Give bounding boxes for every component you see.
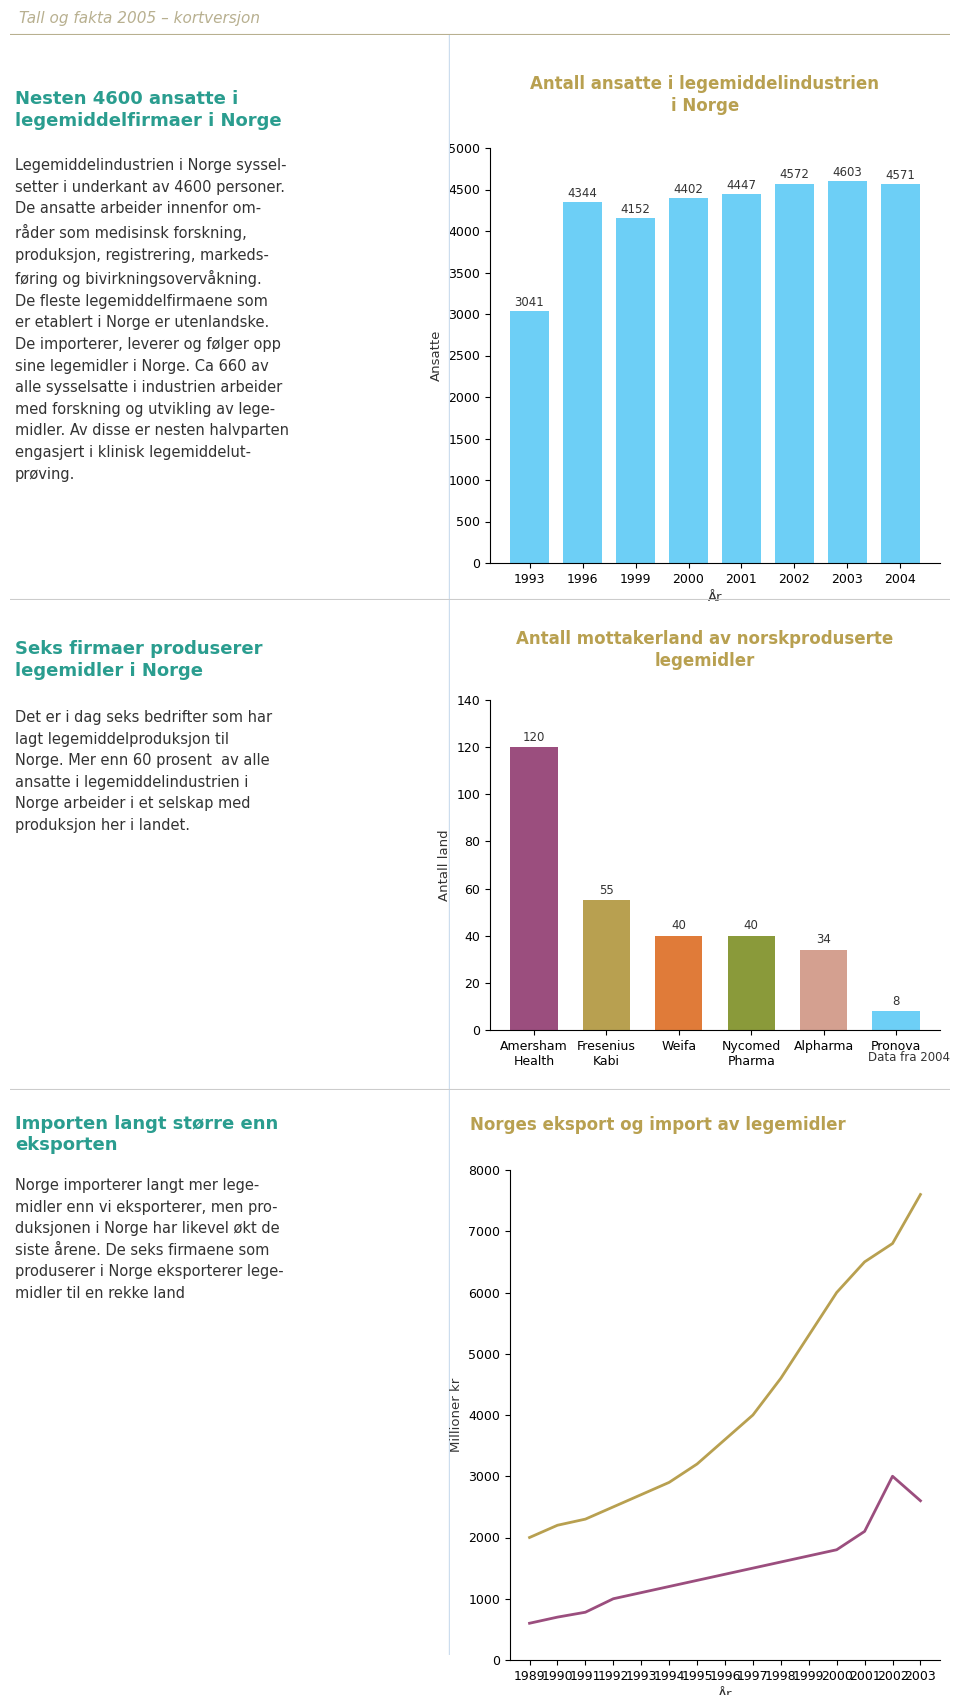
Text: Nesten 4600 ansatte i
legemiddelfirmaer i Norge: Nesten 4600 ansatte i legemiddelfirmaer … [15, 90, 281, 129]
Bar [564, 202, 602, 563]
Text: 40: 40 [671, 919, 686, 932]
Y-axis label: Antall land: Antall land [438, 829, 451, 900]
Text: Antall mottakerland av norskproduserte
legemidler: Antall mottakerland av norskproduserte l… [516, 631, 894, 670]
Bar [511, 747, 558, 1031]
Bar [511, 310, 548, 563]
Bar [723, 193, 760, 563]
Text: 3041: 3041 [515, 295, 544, 308]
Text: 55: 55 [599, 883, 613, 897]
Text: Legemiddelindustrien i Norge syssel-
setter i underkant av 4600 personer.
De ans: Legemiddelindustrien i Norge syssel- set… [15, 158, 289, 481]
Text: 8: 8 [893, 995, 900, 1007]
Text: 34: 34 [816, 934, 831, 946]
Bar [881, 183, 920, 563]
Text: Data fra 2004: Data fra 2004 [868, 1051, 950, 1064]
Text: 40: 40 [744, 919, 758, 932]
Text: 4603: 4603 [832, 166, 862, 180]
Text: 4572: 4572 [780, 168, 809, 181]
Bar [728, 936, 775, 1031]
Y-axis label: Ansatte: Ansatte [430, 331, 443, 381]
Text: Seks firmaer produserer
legemidler i Norge: Seks firmaer produserer legemidler i Nor… [15, 641, 262, 680]
Text: 120: 120 [523, 731, 545, 744]
Text: 4447: 4447 [727, 180, 756, 192]
Text: 4571: 4571 [885, 168, 916, 181]
Bar [669, 198, 708, 563]
Bar [873, 1012, 920, 1031]
X-axis label: År: År [718, 1688, 732, 1695]
Bar [800, 949, 847, 1031]
X-axis label: År: År [708, 592, 722, 605]
Text: Antall ansatte i legemiddelindustrien
i Norge: Antall ansatte i legemiddelindustrien i … [531, 75, 879, 115]
Bar [583, 900, 630, 1031]
Text: Importen langt større enn
eksporten: Importen langt større enn eksporten [15, 1115, 278, 1154]
Y-axis label: Millioner kr: Millioner kr [449, 1378, 463, 1453]
Text: Det er i dag seks bedrifter som har
lagt legemiddelproduksjon til
Norge. Mer enn: Det er i dag seks bedrifter som har lagt… [15, 710, 272, 832]
Bar [616, 219, 655, 563]
Text: Tall og fakta 2005 – kortversjon: Tall og fakta 2005 – kortversjon [19, 12, 260, 27]
Bar [828, 181, 867, 563]
Text: 4344: 4344 [567, 188, 597, 200]
Text: 4152: 4152 [620, 203, 651, 217]
Text: Norges eksport og import av legemidler: Norges eksport og import av legemidler [469, 1115, 846, 1134]
Bar [776, 183, 813, 563]
Bar [656, 936, 703, 1031]
Text: Norge importerer langt mer lege-
midler enn vi eksporterer, men pro-
duksjonen i: Norge importerer langt mer lege- midler … [15, 1178, 283, 1302]
Text: 4402: 4402 [674, 183, 704, 195]
